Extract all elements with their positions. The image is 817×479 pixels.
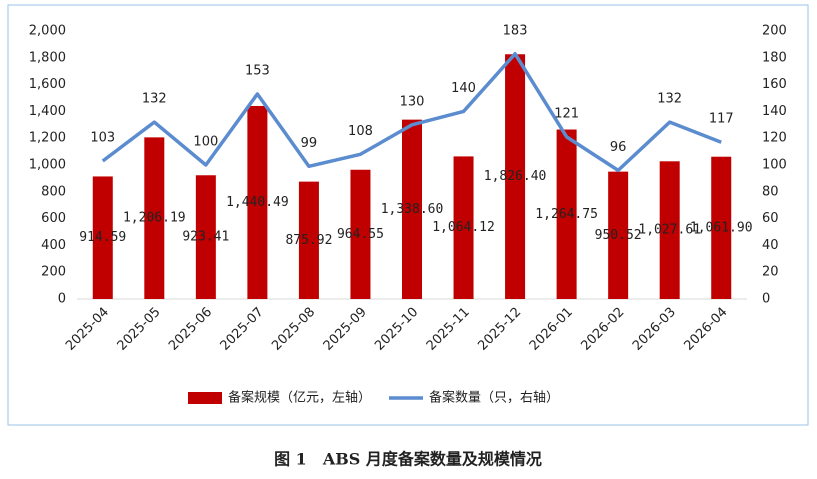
y2-tick-label: 200: [762, 24, 787, 39]
x-tick-label: 2025-07: [218, 305, 267, 354]
bar-value-label: 923.41: [182, 230, 229, 245]
y-tick-label: 1,600: [29, 77, 66, 92]
line-value-label: 140: [451, 81, 476, 96]
bar: [556, 129, 577, 299]
bar: [247, 105, 268, 300]
y-tick-label: 800: [41, 184, 66, 199]
line-value-label: 96: [610, 140, 627, 155]
line-value-label: 117: [709, 112, 734, 127]
caption: 图 1 ABS 月度备案数量及规模情况: [274, 450, 542, 469]
y-tick-label: 2,000: [29, 24, 66, 39]
y2-tick-label: 140: [762, 104, 787, 119]
bar: [144, 137, 165, 299]
bar: [195, 175, 216, 299]
bar-value-label: 1,064.12: [432, 220, 495, 235]
y-tick-label: 1,800: [29, 50, 66, 65]
line-value-label: 108: [348, 124, 373, 139]
line-value-label: 99: [301, 136, 318, 151]
y-tick-label: 1,200: [29, 131, 66, 146]
y2-tick-label: 160: [762, 77, 787, 92]
bar-value-label: 1,826.40: [484, 169, 547, 184]
x-tick-label: 2025-04: [63, 305, 112, 354]
bar: [505, 54, 526, 299]
line-value-label: 121: [554, 106, 579, 121]
bar-value-label: 914.59: [79, 230, 126, 245]
x-tick-label: 2025-10: [372, 305, 421, 354]
x-tick-label: 2026-02: [578, 305, 627, 354]
bar: [92, 176, 113, 299]
y2-tick-label: 40: [762, 238, 779, 253]
x-tick-label: 2025-06: [166, 305, 215, 354]
y-tick-label: 0: [58, 292, 66, 307]
x-tick-label: 2025-08: [269, 305, 318, 354]
bar-value-label: 1,440.49: [226, 195, 289, 210]
line-value-label: 183: [503, 23, 528, 38]
x-tick-label: 2026-04: [682, 305, 731, 354]
x-tick-label: 2025-09: [321, 305, 370, 354]
y2-tick-label: 60: [762, 211, 779, 226]
bar: [711, 156, 732, 299]
y2-tick-label: 120: [762, 131, 787, 146]
y2-tick-label: 180: [762, 50, 787, 65]
bar-value-label: 1,338.60: [381, 202, 444, 217]
bar-value-label: 875.92: [285, 233, 332, 248]
bar-value-label: 964.55: [337, 227, 384, 242]
bar-value-label: 1,061.90: [690, 220, 753, 235]
bar: [350, 169, 371, 299]
line-value-label: 130: [400, 94, 425, 109]
bar: [608, 171, 629, 299]
line-value-label: 100: [193, 135, 218, 150]
bar-value-label: 1,206.19: [123, 211, 186, 226]
y-tick-label: 200: [41, 265, 66, 280]
y2-tick-label: 80: [762, 184, 779, 199]
bar: [453, 156, 474, 299]
bar-value-label: 1,027.61: [638, 223, 701, 238]
bar: [402, 119, 422, 300]
legend-label: 备案数量（只，右轴）: [429, 390, 559, 406]
bar-value-label: 950.52: [595, 228, 642, 243]
bar-value-label: 1,264.75: [535, 207, 598, 222]
line-value-label: 153: [245, 63, 270, 78]
x-tick-label: 2026-03: [630, 305, 679, 354]
legend-swatch: [188, 392, 222, 404]
chart-frame: [7, 4, 809, 426]
y-tick-label: 400: [41, 238, 66, 253]
y2-tick-label: 20: [762, 265, 779, 280]
x-tick-label: 2026-01: [527, 305, 576, 354]
y2-tick-label: 100: [762, 158, 787, 173]
line-value-label: 132: [657, 92, 682, 107]
y-tick-label: 1,000: [29, 158, 66, 173]
x-tick-label: 2025-11: [424, 305, 473, 354]
bar: [659, 161, 680, 299]
y2-tick-label: 0: [762, 292, 770, 307]
x-tick-label: 2025-12: [475, 305, 524, 354]
line: [101, 52, 722, 173]
legend-label: 备案规模（亿元，左轴）: [228, 390, 371, 406]
bar: [298, 181, 319, 299]
x-tick-label: 2025-05: [115, 305, 164, 354]
line-value-label: 132: [142, 92, 167, 107]
y-tick-label: 1,400: [29, 104, 66, 119]
line-value-label: 103: [90, 130, 115, 145]
y-tick-label: 600: [41, 211, 66, 226]
